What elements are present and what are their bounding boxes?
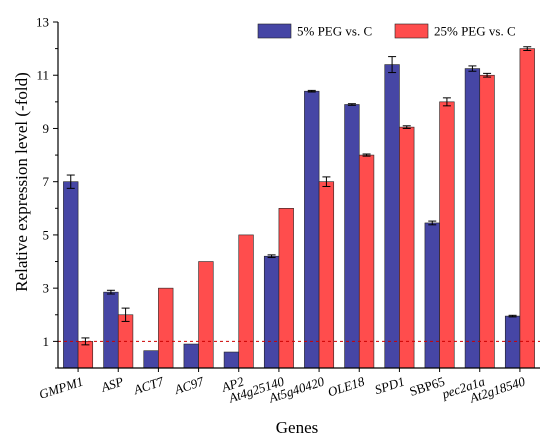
legend-swatch-1 [257, 23, 292, 39]
x-tick-label-4: AP2 [219, 373, 246, 395]
bar-2-2 [158, 287, 174, 369]
y-tick-label-1: 1 [43, 334, 50, 349]
plot-area [58, 46, 540, 369]
x-tick-label-3: AC97 [172, 373, 206, 397]
bar-2-10 [479, 74, 495, 369]
bar-1-5 [263, 255, 280, 369]
bar-2-4 [238, 234, 254, 369]
x-tick-label-2: ACT7 [131, 373, 166, 397]
y-tick-label-11: 11 [36, 68, 49, 83]
bar-1-11 [504, 315, 521, 369]
bar-2-6 [318, 181, 335, 369]
x-tick-label-1: ASP [98, 374, 125, 396]
legend: 5% PEG vs. C 25% PEG vs. C [257, 23, 516, 39]
legend-label-1: 5% PEG vs. C [297, 24, 372, 39]
y-tick-label-3: 3 [43, 281, 50, 296]
bar-1-1 [103, 291, 119, 369]
bar-2-3 [198, 261, 214, 369]
bar-1-8 [384, 64, 400, 369]
y-tick-label-13: 13 [36, 15, 49, 30]
x-tick-label-0: GMPM1 [37, 374, 85, 402]
bar-2-5 [278, 208, 294, 369]
y-axis-title: Relative expression level (-fold) [12, 72, 31, 292]
legend-swatch-2 [394, 23, 429, 39]
y-tick-label-7: 7 [43, 174, 50, 189]
bar-1-3 [183, 343, 199, 369]
bar-2-0 [77, 341, 94, 369]
legend-label-2: 25% PEG vs. C [434, 24, 516, 39]
bar-1-0 [63, 181, 79, 369]
bar-2-8 [399, 126, 415, 369]
bar-2-9 [439, 101, 455, 369]
bar-1-4 [223, 351, 240, 369]
y-tick-label-9: 9 [43, 121, 50, 136]
x-tick-label-8: SPD1 [373, 374, 406, 398]
x-tick-label-7: OLE18 [326, 373, 367, 399]
bar-2-7 [358, 154, 375, 369]
bar-2-11 [519, 48, 535, 369]
bar-1-6 [304, 90, 320, 369]
bar-1-9 [424, 222, 440, 369]
bar-1-2 [143, 350, 159, 369]
bar-1-10 [464, 68, 481, 369]
bar-1-7 [344, 104, 360, 369]
y-tick-label-5: 5 [43, 227, 50, 242]
x-axis-title: Genes [276, 418, 318, 437]
